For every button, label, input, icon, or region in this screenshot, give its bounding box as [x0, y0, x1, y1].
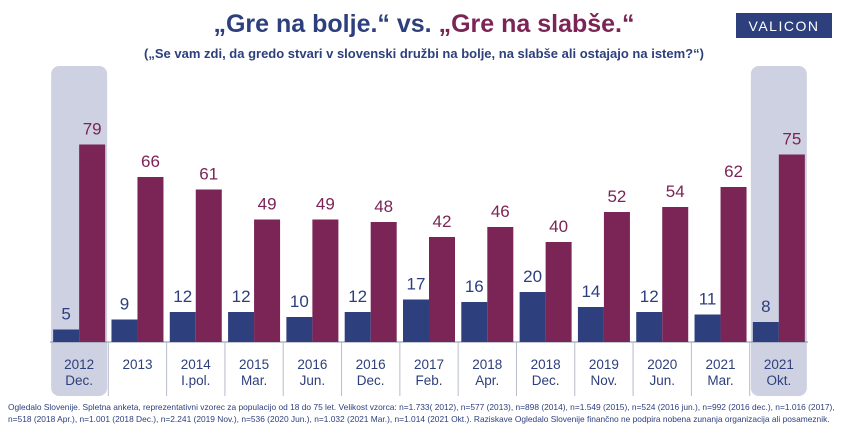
data-label-worse: 52 — [607, 187, 626, 206]
bar-better — [53, 329, 80, 342]
tick-label-period: Jun. — [300, 373, 326, 388]
data-label-better: 12 — [173, 287, 192, 306]
data-label-better: 8 — [761, 297, 770, 316]
bar-better — [694, 314, 721, 342]
data-label-better: 17 — [407, 275, 426, 294]
tick-label-period: Okt. — [766, 373, 791, 388]
data-label-worse: 66 — [141, 152, 160, 171]
tick-label-period: Dec. — [357, 373, 385, 388]
title-worse: „Gre na slabše.“ — [438, 10, 635, 38]
data-label-better: 14 — [581, 282, 600, 301]
bar-better — [344, 312, 371, 342]
bar-worse — [79, 144, 106, 342]
data-label-better: 12 — [348, 287, 367, 306]
data-label-worse: 46 — [491, 202, 510, 221]
tick-label-year: 2017 — [414, 357, 444, 372]
tick-label-period: Dec. — [65, 373, 93, 388]
tick-label-period: Dec. — [532, 373, 560, 388]
bar-worse — [720, 187, 747, 342]
data-label-worse: 61 — [199, 165, 218, 184]
tick-label-year: 2021 — [764, 357, 794, 372]
bar-better — [752, 322, 779, 342]
bar-worse — [603, 212, 630, 342]
tick-label-period: Apr. — [475, 373, 499, 388]
bar-better — [519, 292, 546, 342]
footnote: Ogledalo Slovenije. Spletna anketa, repr… — [8, 402, 835, 424]
tick-label-period: Mar. — [241, 373, 267, 388]
bar-worse — [312, 219, 339, 342]
data-label-better: 12 — [232, 287, 251, 306]
tick-label-year: 2016 — [356, 357, 386, 372]
data-label-worse: 79 — [83, 120, 102, 139]
tick-label-year: 2019 — [589, 357, 619, 372]
bar-better — [111, 319, 138, 342]
bar-worse — [429, 237, 455, 342]
bar-worse — [662, 207, 689, 342]
data-label-better: 9 — [120, 295, 129, 314]
data-label-worse: 48 — [374, 197, 393, 216]
data-label-better: 11 — [699, 290, 717, 309]
tick-label-year: 2018 — [531, 357, 561, 372]
data-label-better: 5 — [61, 305, 70, 324]
bar-better — [286, 317, 313, 342]
bar-better — [169, 312, 196, 342]
data-label-worse: 49 — [316, 195, 335, 214]
bar-better — [228, 312, 255, 342]
bar-better — [577, 307, 604, 342]
data-label-better: 12 — [640, 287, 659, 306]
title-better: „Gre na bolje.“ — [213, 10, 390, 38]
tick-label-period: Mar. — [707, 373, 733, 388]
bar-worse — [778, 154, 805, 342]
bar-worse — [195, 189, 222, 342]
tick-label-year: 2013 — [122, 357, 152, 372]
bar-worse — [370, 222, 397, 342]
data-label-worse: 75 — [782, 130, 801, 149]
data-label-better: 16 — [465, 277, 484, 296]
data-label-better: 10 — [290, 292, 309, 311]
tick-label-period: Jun. — [649, 373, 675, 388]
tick-label-year: 2016 — [297, 357, 327, 372]
data-label-better: 20 — [523, 267, 542, 286]
bar-worse — [545, 242, 572, 342]
bar-worse — [254, 219, 281, 342]
tick-label-period: Nov. — [591, 373, 618, 388]
bar-worse — [487, 227, 514, 342]
tick-label-period: I.pol. — [181, 373, 210, 388]
tick-label-year: 2021 — [706, 357, 736, 372]
data-label-worse: 42 — [433, 212, 452, 231]
tick-label-year: 2015 — [239, 357, 269, 372]
bar-better — [461, 302, 488, 342]
bar-chart: 5792012Dec.966201312612014I.pol.12492015… — [50, 66, 808, 396]
data-label-worse: 62 — [724, 162, 743, 181]
chart-subtitle: („Se vam zdi, da gredo stvari v slovensk… — [144, 46, 704, 61]
tick-label-year: 2020 — [647, 357, 677, 372]
data-label-worse: 40 — [549, 217, 568, 236]
title-vs: vs. — [389, 10, 439, 38]
bar-better — [636, 312, 663, 342]
valicon-logo: VALICON — [736, 13, 832, 38]
tick-label-year: 2012 — [64, 357, 94, 372]
data-label-worse: 49 — [258, 195, 277, 214]
bar-worse — [137, 177, 164, 342]
chart-title: „Gre na bolje.“ vs. „Gre na slabše.“ — [0, 10, 848, 39]
tick-label-year: 2014 — [181, 357, 212, 372]
data-label-worse: 54 — [666, 182, 685, 201]
tick-label-period: Feb. — [415, 373, 442, 388]
tick-label-year: 2018 — [472, 357, 502, 372]
bar-better — [403, 299, 429, 342]
